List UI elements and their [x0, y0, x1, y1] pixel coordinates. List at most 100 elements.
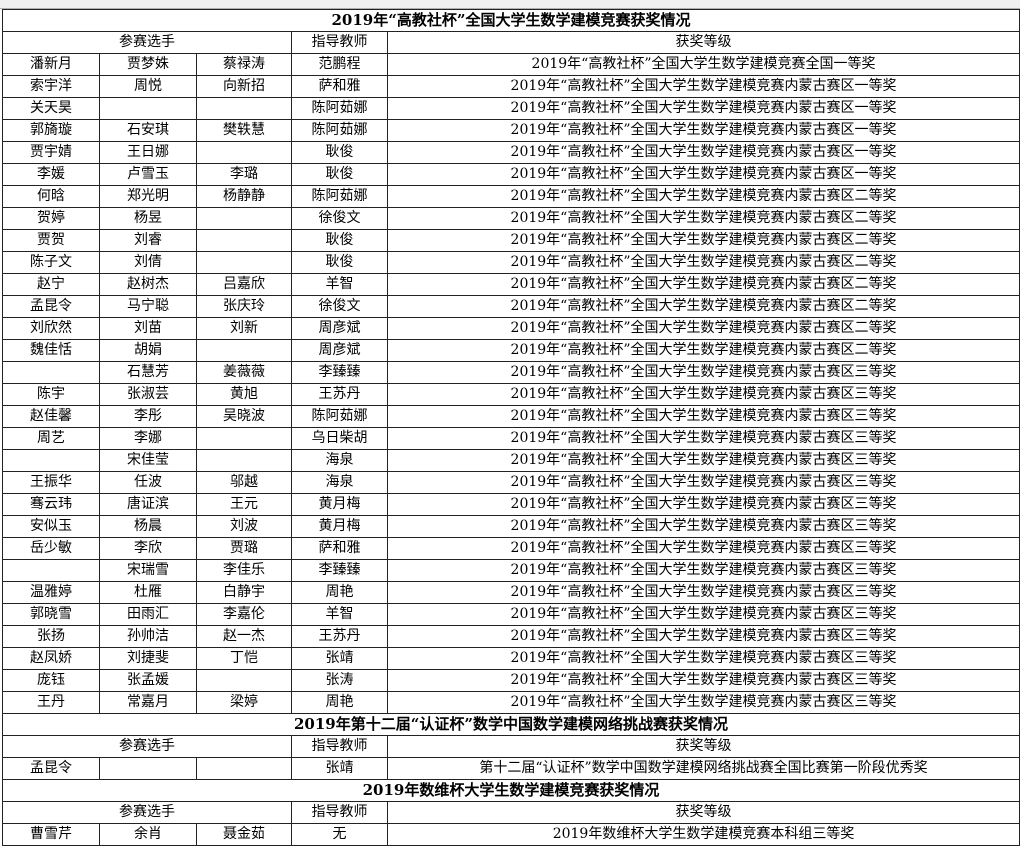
player-cell: 姜薇薇 — [196, 361, 292, 384]
award-cell: 2019年“高教社杯”全国大学生数学建模竞赛内蒙古赛区三等奖 — [386, 559, 1020, 582]
player-cell: 孟昆令 — [2, 757, 100, 780]
player-cell — [2, 559, 100, 582]
player-cell — [196, 207, 292, 230]
player-cell: 吕嘉欣 — [196, 273, 292, 296]
teacher-cell: 羊智 — [291, 273, 388, 296]
data-row: 魏佳恬 胡娟 周彦斌 2019年“高教社杯”全国大学生数学建模竞赛内蒙古赛区二等奖 — [2, 339, 1020, 362]
player-cell — [196, 427, 292, 450]
player-cell: 赵凤娇 — [2, 647, 100, 670]
teacher-cell: 周彦斌 — [291, 317, 388, 340]
player-cell — [196, 339, 292, 362]
teacher-cell: 无 — [291, 823, 388, 846]
data-row: 宋瑞雪 李佳乐 李臻臻 2019年“高教社杯”全国大学生数学建模竞赛内蒙古赛区三等奖 — [2, 559, 1020, 582]
player-cell — [99, 757, 197, 780]
section-title-row: 2019年第十二届“认证杯”数学中国数学建模网络挑战赛获奖情况 — [1, 713, 1020, 736]
header-row: 参赛选手 指导教师 获奖等级 — [2, 735, 1020, 758]
player-cell: 曹雪芹 — [2, 823, 100, 846]
data-row: 赵凤娇 刘捷斐 丁恺 张靖 2019年“高教社杯”全国大学生数学建模竞赛内蒙古赛区三等奖 — [2, 647, 1020, 670]
player-cell: 石安琪 — [99, 119, 197, 142]
player-cell: 索宇洋 — [2, 75, 100, 98]
player-cell: 骞云玮 — [2, 493, 100, 516]
header-teacher: 指导教师 — [291, 735, 388, 758]
player-cell: 何晗 — [2, 185, 100, 208]
data-row: 潘新月 贾梦姝 蔡禄涛 范鹏程 2019年“高教社杯”全国大学生数学建模竞赛全国一等奖 — [2, 53, 1020, 76]
award-cell: 2019年“高教社杯”全国大学生数学建模竞赛内蒙古赛区二等奖 — [386, 273, 1020, 296]
data-row: 孟昆令 马宁聪 张庆玲 徐俊文 2019年“高教社杯”全国大学生数学建模竞赛内蒙古赛区二… — [2, 295, 1020, 318]
player-cell: 丁恺 — [196, 647, 292, 670]
header-row: 参赛选手 指导教师 获奖等级 — [2, 801, 1020, 824]
header-players: 参赛选手 — [2, 801, 292, 824]
data-row: 安似玉 杨晨 刘波 黄月梅 2019年“高教社杯”全国大学生数学建模竞赛内蒙古赛区三等奖 — [2, 515, 1020, 538]
player-cell: 张庆玲 — [196, 295, 292, 318]
player-cell — [196, 251, 292, 274]
teacher-cell: 乌日柴胡 — [291, 427, 388, 450]
player-cell: 邬越 — [196, 471, 292, 494]
header-award: 获奖等级 — [386, 801, 1020, 824]
award-cell: 2019年“高教社杯”全国大学生数学建模竞赛内蒙古赛区三等奖 — [386, 669, 1020, 692]
award-cell: 2019年“高教社杯”全国大学生数学建模竞赛内蒙古赛区三等奖 — [386, 537, 1020, 560]
data-row: 关天昊 陈阿茹娜 2019年“高教社杯”全国大学生数学建模竞赛内蒙古赛区一等奖 — [2, 97, 1020, 120]
player-cell: 王日娜 — [99, 141, 197, 164]
player-cell: 卢雪玉 — [99, 163, 197, 186]
teacher-cell: 黄月梅 — [291, 493, 388, 516]
player-cell — [196, 229, 292, 252]
player-cell — [196, 669, 292, 692]
player-cell: 任波 — [99, 471, 197, 494]
teacher-cell: 陈阿茹娜 — [291, 185, 388, 208]
column-header-strip — [0, 0, 1020, 9]
player-cell: 温雅婷 — [2, 581, 100, 604]
player-cell: 贾贺 — [2, 229, 100, 252]
player-cell: 郭晓雪 — [2, 603, 100, 626]
player-cell: 张扬 — [2, 625, 100, 648]
data-row: 刘欣然 刘苗 刘新 周彦斌 2019年“高教社杯”全国大学生数学建模竞赛内蒙古赛区二等奖 — [2, 317, 1020, 340]
award-cell: 2019年“高教社杯”全国大学生数学建模竞赛内蒙古赛区二等奖 — [386, 251, 1020, 274]
player-cell: 常嘉月 — [99, 691, 197, 714]
data-row: 石慧芳 姜薇薇 李臻臻 2019年“高教社杯”全国大学生数学建模竞赛内蒙古赛区三等奖 — [2, 361, 1020, 384]
section-title-row: 2019年数维杯大学生数学建模竞赛获奖情况 — [1, 779, 1020, 802]
teacher-cell: 陈阿茹娜 — [291, 97, 388, 120]
player-cell: 李媛 — [2, 163, 100, 186]
player-cell: 陈宇 — [2, 383, 100, 406]
player-cell — [196, 97, 292, 120]
section-title: 2019年“高教社杯”全国大学生数学建模竞赛获奖情况 — [1, 9, 1020, 32]
teacher-cell: 张靖 — [291, 647, 388, 670]
data-row: 郭晓雪 田雨汇 李嘉伦 羊智 2019年“高教社杯”全国大学生数学建模竞赛内蒙古赛区三等… — [2, 603, 1020, 626]
header-players: 参赛选手 — [2, 735, 292, 758]
player-cell: 李璐 — [196, 163, 292, 186]
award-cell: 2019年“高教社杯”全国大学生数学建模竞赛全国一等奖 — [386, 53, 1020, 76]
data-row: 宋佳莹 海泉 2019年“高教社杯”全国大学生数学建模竞赛内蒙古赛区三等奖 — [2, 449, 1020, 472]
award-cell: 2019年“高教社杯”全国大学生数学建模竞赛内蒙古赛区二等奖 — [386, 207, 1020, 230]
player-cell: 贾璐 — [196, 537, 292, 560]
data-row: 岳少敏 李欣 贾璐 萨和雅 2019年“高教社杯”全国大学生数学建模竞赛内蒙古赛区三等奖 — [2, 537, 1020, 560]
header-teacher: 指导教师 — [291, 801, 388, 824]
player-cell: 周艺 — [2, 427, 100, 450]
section-title: 2019年第十二届“认证杯”数学中国数学建模网络挑战赛获奖情况 — [1, 713, 1020, 736]
player-cell: 刘苗 — [99, 317, 197, 340]
data-row: 王振华 任波 邬越 海泉 2019年“高教社杯”全国大学生数学建模竞赛内蒙古赛区三等奖 — [2, 471, 1020, 494]
player-cell: 赵树杰 — [99, 273, 197, 296]
award-cell: 2019年“高教社杯”全国大学生数学建模竞赛内蒙古赛区一等奖 — [386, 75, 1020, 98]
player-cell: 陈子文 — [2, 251, 100, 274]
header-award: 获奖等级 — [386, 31, 1020, 54]
data-row: 索宇洋 周悦 向新招 萨和雅 2019年“高教社杯”全国大学生数学建模竞赛内蒙古赛区一等… — [2, 75, 1020, 98]
section-title-row: 2019年“高教社杯”全国大学生数学建模竞赛获奖情况 — [1, 9, 1020, 32]
award-cell: 2019年“高教社杯”全国大学生数学建模竞赛内蒙古赛区三等奖 — [386, 405, 1020, 428]
player-cell: 孟昆令 — [2, 295, 100, 318]
teacher-cell: 徐俊文 — [291, 295, 388, 318]
player-cell: 石慧芳 — [99, 361, 197, 384]
player-cell: 贾宇婧 — [2, 141, 100, 164]
header-teacher: 指导教师 — [291, 31, 388, 54]
player-cell — [196, 449, 292, 472]
award-cell: 2019年“高教社杯”全国大学生数学建模竞赛内蒙古赛区二等奖 — [386, 317, 1020, 340]
player-cell: 宋瑞雪 — [99, 559, 197, 582]
player-cell: 刘欣然 — [2, 317, 100, 340]
player-cell: 岳少敏 — [2, 537, 100, 560]
data-row: 张扬 孙帅洁 赵一杰 王苏丹 2019年“高教社杯”全国大学生数学建模竞赛内蒙古赛区三等… — [2, 625, 1020, 648]
section-title: 2019年数维杯大学生数学建模竞赛获奖情况 — [1, 779, 1020, 802]
data-row: 骞云玮 唐证滨 王元 黄月梅 2019年“高教社杯”全国大学生数学建模竞赛内蒙古赛区三等… — [2, 493, 1020, 516]
player-cell — [196, 141, 292, 164]
player-cell: 贾梦姝 — [99, 53, 197, 76]
player-cell: 赵一杰 — [196, 625, 292, 648]
header-award: 获奖等级 — [386, 735, 1020, 758]
